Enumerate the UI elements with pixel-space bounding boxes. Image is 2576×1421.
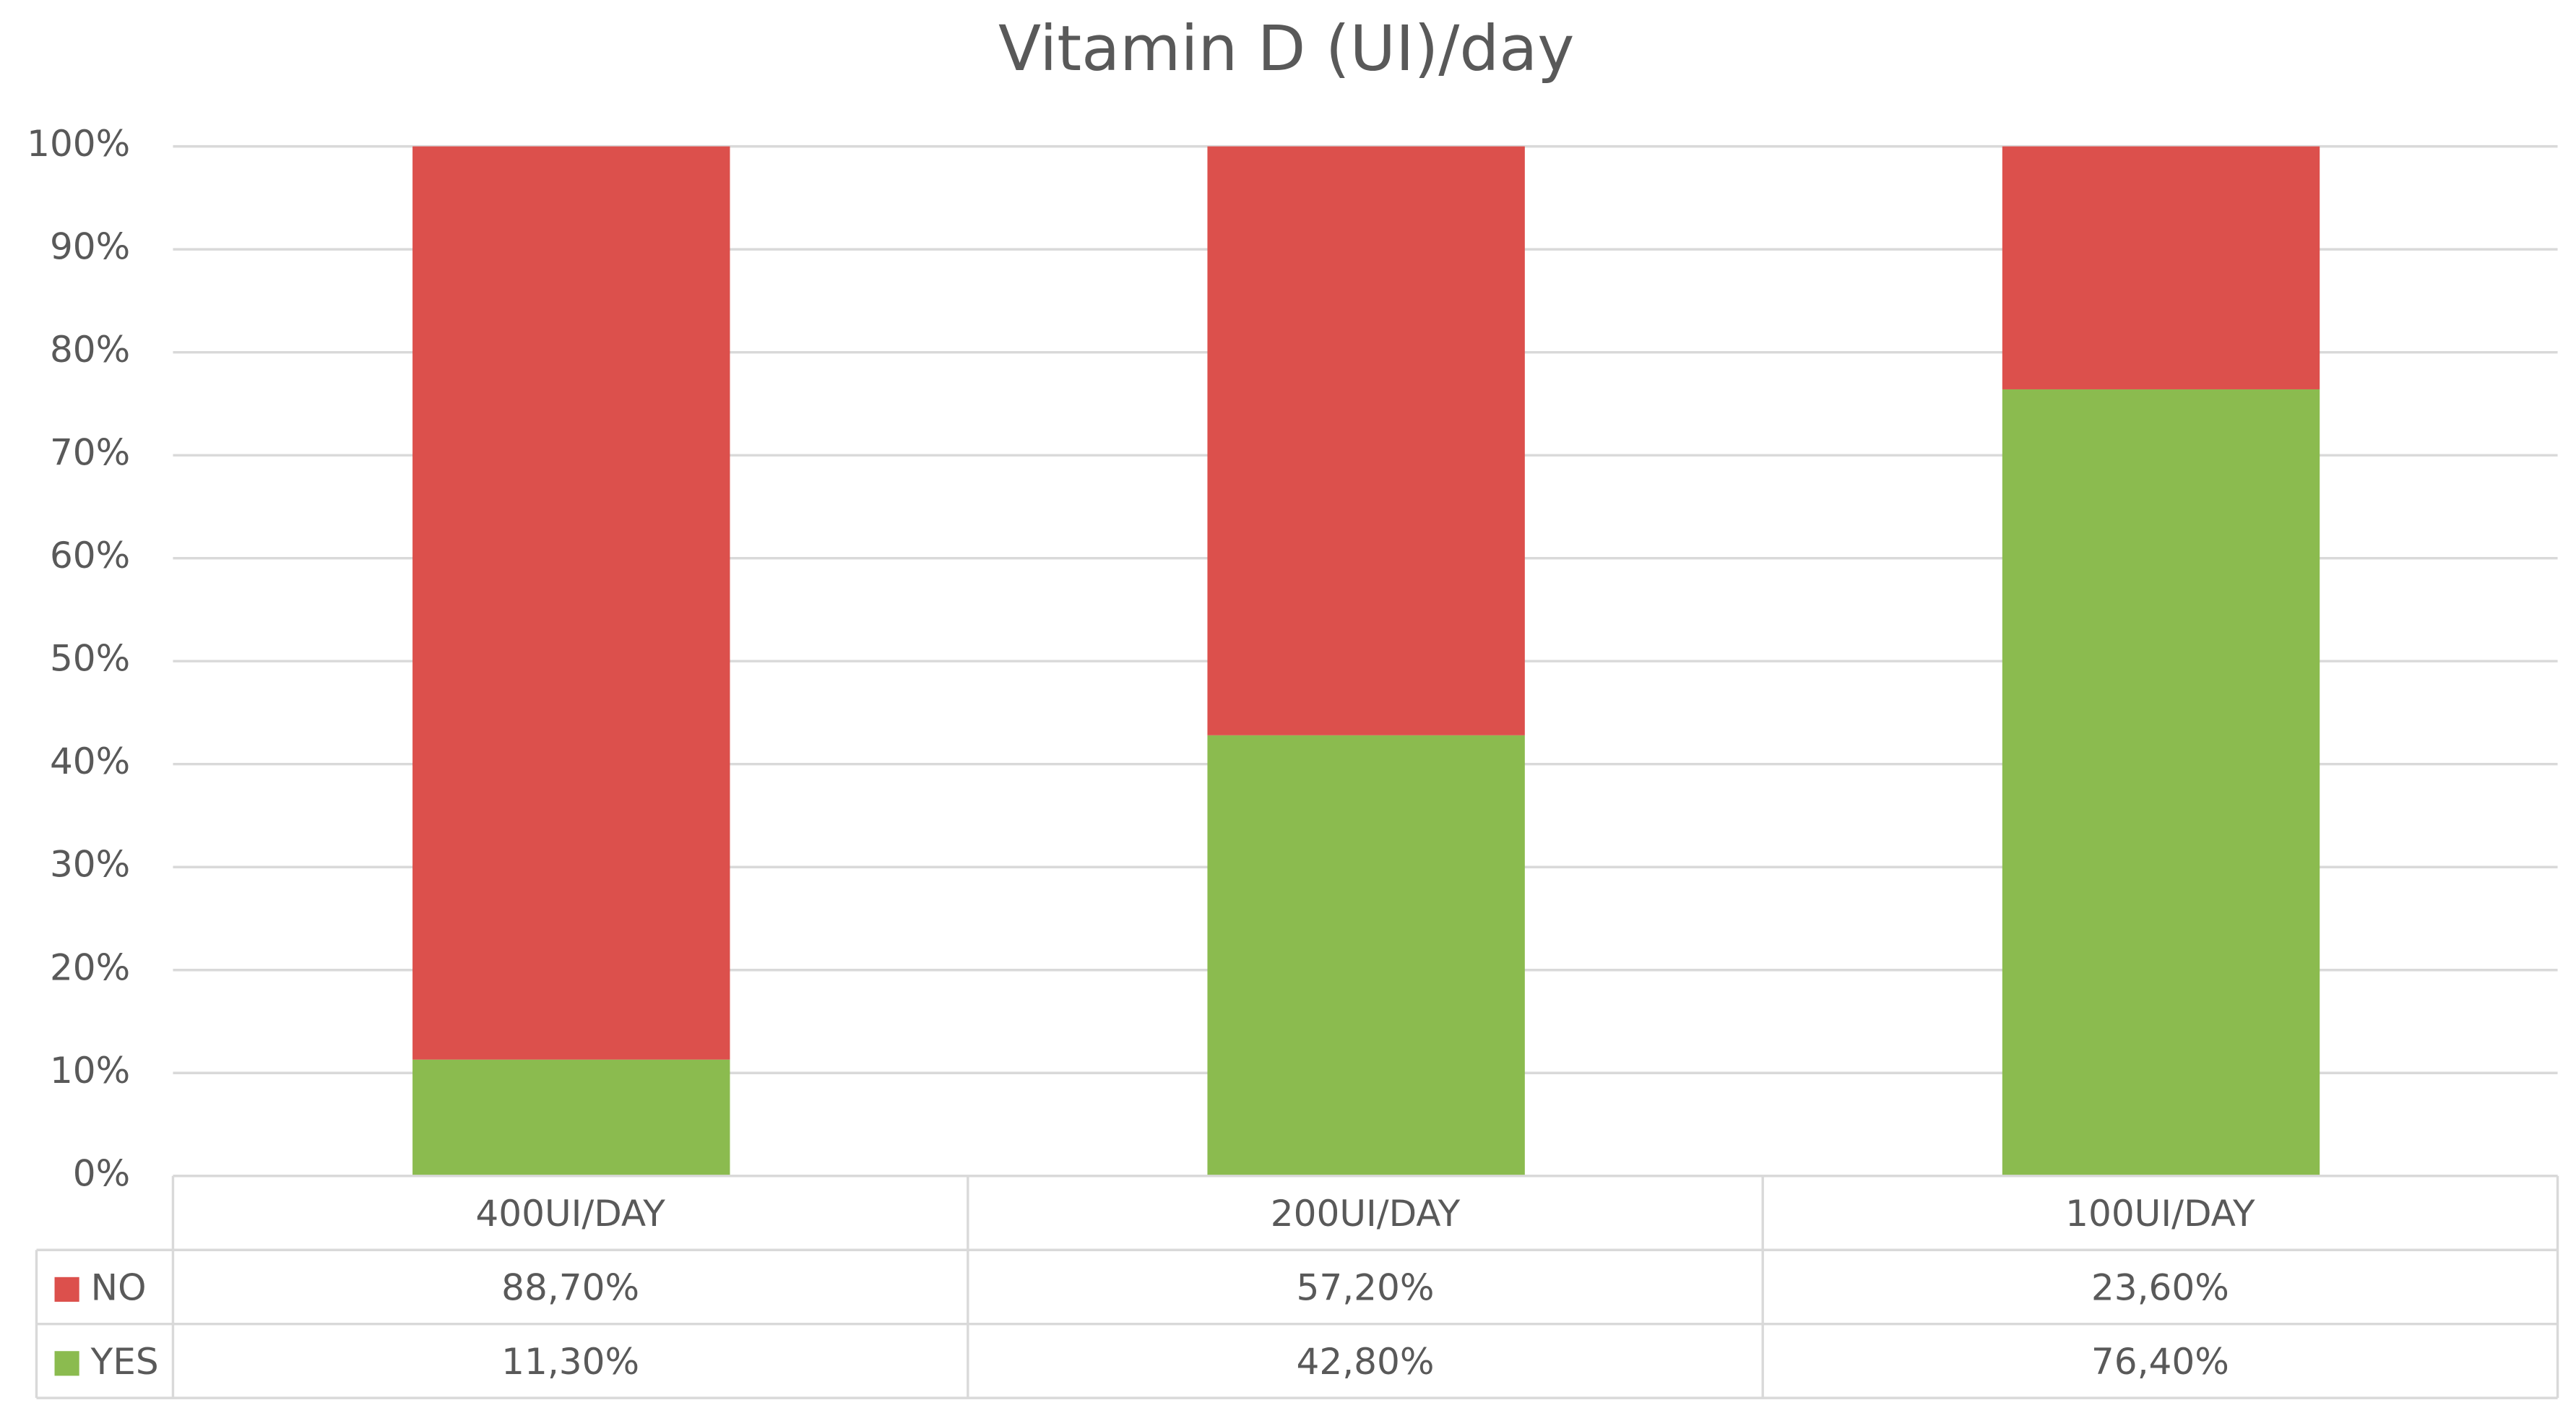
chart-title: Vitamin D (UI)/day <box>998 13 1575 85</box>
y-tick-label: 90% <box>50 226 130 268</box>
x-tick-label: 200UI/DAY <box>1271 1193 1461 1235</box>
y-tick-label: 0% <box>73 1152 130 1194</box>
y-tick-label: 10% <box>50 1050 130 1092</box>
data-label: 23,60% <box>2091 1267 2229 1309</box>
y-tick-label: 60% <box>50 535 130 576</box>
y-tick-label: 20% <box>50 946 130 988</box>
bar-segment <box>2002 389 2320 1176</box>
y-tick-label: 80% <box>50 329 130 371</box>
data-label: 76,40% <box>2091 1341 2229 1383</box>
x-tick-label: 400UI/DAY <box>475 1193 665 1235</box>
bar-segment <box>412 146 730 1060</box>
bar-segment <box>1207 735 1525 1176</box>
data-label: 88,70% <box>501 1267 639 1309</box>
legend-label: YES <box>90 1341 159 1383</box>
legend-label: NO <box>91 1267 147 1309</box>
legend-swatch <box>54 1351 79 1376</box>
y-tick-label: 50% <box>50 638 130 680</box>
x-tick-label: 100UI/DAY <box>2065 1193 2255 1235</box>
y-tick-label: 100% <box>27 123 130 165</box>
bar-segment <box>412 1059 730 1176</box>
data-label: 11,30% <box>501 1341 639 1383</box>
y-tick-label: 30% <box>50 844 130 886</box>
bar-segment <box>1207 146 1525 735</box>
y-tick-label: 70% <box>50 432 130 474</box>
data-label: 57,20% <box>1297 1267 1435 1309</box>
bar-segment <box>2002 146 2320 389</box>
data-label: 42,80% <box>1297 1341 1435 1383</box>
legend-swatch <box>54 1277 79 1302</box>
y-tick-label: 40% <box>50 740 130 782</box>
